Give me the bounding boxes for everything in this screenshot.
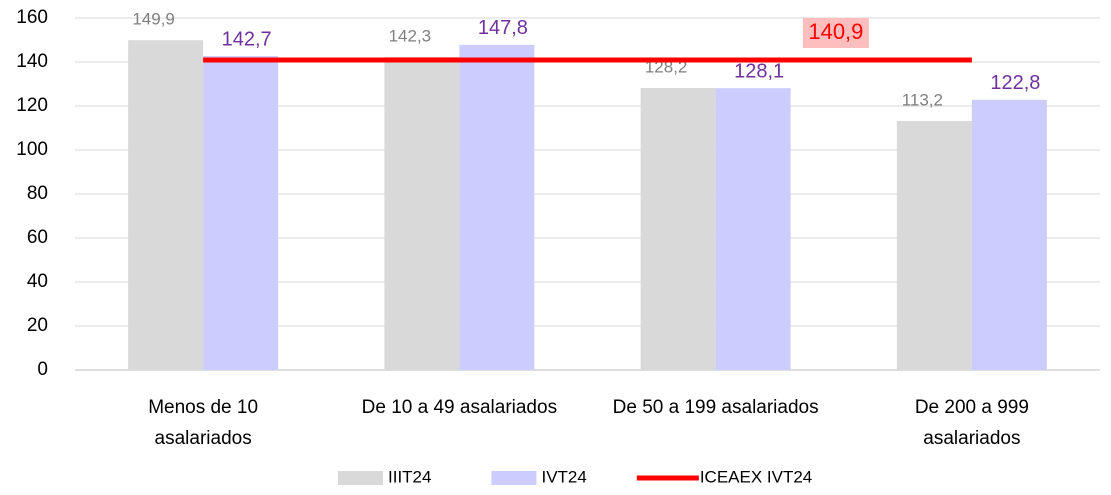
x-tick-label-line: asalariados [155,428,252,449]
y-tick-label: 80 [27,183,48,204]
bar [203,56,279,371]
y-tick-label: 40 [27,271,48,292]
bar [715,88,791,371]
bar [459,44,535,371]
bar [971,99,1047,370]
x-tick-label-line: De 200 a 999 [915,397,1029,418]
data-label: 142,3 [389,26,432,45]
bar [896,120,972,371]
x-tick-label: De 50 a 199 asalariados [613,397,819,418]
data-label: 147,8 [478,17,528,39]
x-tick-label: Menos de 10 asalariados [148,397,258,449]
y-tick-label: 20 [27,315,48,336]
x-tick-label: De 10 a 49 asalariados [362,397,557,418]
x-tick-label: De 200 a 999 asalariados [915,397,1029,449]
legend-label: IIIT24 [388,467,431,486]
legend-swatch [491,471,537,485]
legend-swatch [338,471,383,485]
legend-label: IVT24 [541,467,586,486]
x-tick-label-line: asalariados [923,428,1020,449]
y-tick-label: 140 [16,51,48,72]
data-label-box [802,18,869,49]
data-label: 142,7 [222,28,272,50]
data-label: 149,9 [132,10,175,29]
bar [640,87,716,371]
data-label: 140,9 [808,19,863,44]
legend-label: ICEAEX IVT24 [700,467,812,486]
y-tick-label: 160 [16,7,48,28]
bar [128,40,204,370]
x-tick-label-line: Menos de 10 [148,397,258,418]
data-label: 113,2 [902,90,943,109]
data-label: 122,8 [990,72,1040,94]
y-tick-label: 100 [16,139,48,160]
bar [384,56,460,370]
y-tick-label: 120 [16,95,48,116]
y-tick-label: 0 [37,359,48,380]
y-tick-label: 60 [27,227,48,248]
data-label: 128,1 [734,60,784,82]
